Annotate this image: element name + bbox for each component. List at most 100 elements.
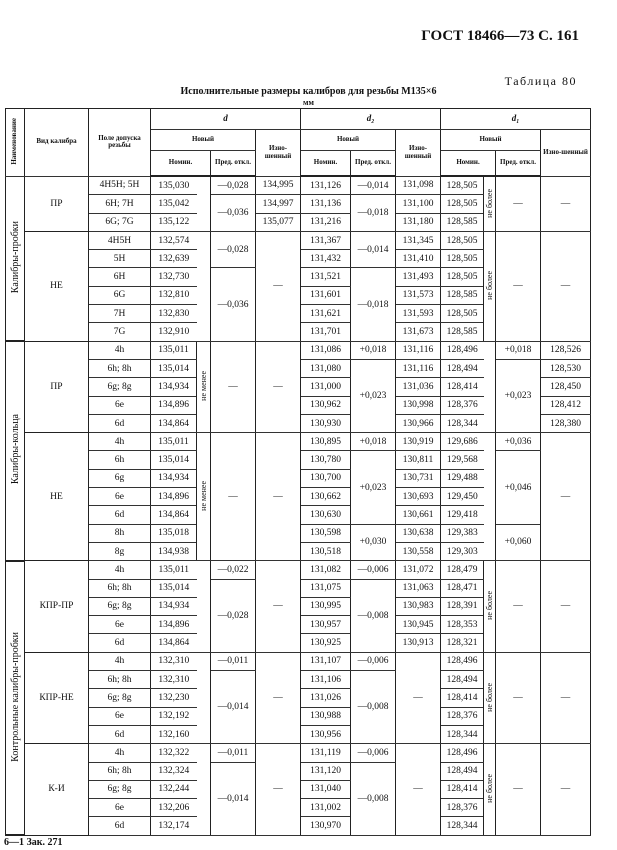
cell-d-dev: —0,014 [210,762,256,836]
table-row: 6e 134,896 130,962 130,998 128,376 128,412 [6,396,592,415]
cell-d-worn: — [255,432,301,562]
table-row: 6h; 8h 132,324 —0,014 131,120 —0,008 128,494 [6,762,591,836]
cell-d-nom: 132,910 [150,322,197,342]
cell-d2-worn: 130,983 [394,597,442,617]
cell-d1-nom: 129,568 [440,450,484,470]
cell-d2-nom: 130,662 [300,487,351,507]
table-row: 6h; 8h 135,014 131,080 +0,023 131,116 128,494… [6,359,592,434]
cell-d1-dev: +0,060 [495,524,542,562]
cell-d2-worn: 130,945 [394,615,442,635]
note-text: не менее [199,480,208,511]
cell-d2-nom: 130,598 [300,524,351,543]
cell-d1-nom: 128,414 [440,688,485,708]
cell-d2-nom: 131,002 [300,798,351,818]
cell-d1-nom: 128,496 [440,341,484,360]
cell-d1-nom: 129,686 [440,432,484,452]
cell-field: 8g [88,542,151,562]
cell-d-nom: 132,639 [150,249,197,269]
cell-d2-dev: —0,006 [350,743,396,763]
cell-d2-dev: —0,008 [350,670,396,745]
cell-d-note [196,560,211,653]
cell-field: 6g; 8g [88,377,151,397]
cell-d1-note [483,341,497,434]
cell-d1-nom: 129,450 [440,487,484,507]
cell-d2-worn: 131,063 [394,579,442,598]
cell-d1-dev: — [495,560,542,653]
table-row: 8h 135,018 130,598 +0,030 130,638 129,383 +0,0… [6,524,591,562]
cell-field: 6g; 8g [88,780,151,800]
cell-d1-worn: 128,526 [540,341,592,360]
header-name-text: Наименование [10,117,19,165]
cell-d-nom: 132,324 [150,762,197,781]
cell-d-nom: 135,014 [150,579,197,598]
cell-d-dev: —0,014 [210,670,256,745]
cell-d2-nom: 131,086 [300,341,351,360]
cell-field: 4h [88,432,151,452]
table-row: 6G; 7G 135,122 135,077 131,216 131,180 128,58… [6,213,591,232]
cell-d2-worn: 130,919 [394,432,442,452]
cell-d2-worn: 130,811 [394,450,442,470]
cell-d1-nom: 128,505 [440,194,485,214]
cell-d2-dev: +0,023 [350,450,396,525]
cell-d2-worn: 131,345 [394,231,442,251]
note-text: не более [485,591,495,620]
cell-field: 4h [88,652,151,672]
cell-d-note [196,231,211,342]
cell-d-nom: 132,244 [150,780,197,800]
cell-d1-nom: 128,344 [440,414,484,434]
cell-field: 4h [88,743,151,763]
cell-field: 8h [88,524,151,543]
cell-d1-nom: 128,505 [440,267,485,287]
cell-d-worn: 134,997 [255,194,301,214]
cell-d1-nom: 128,496 [440,743,485,763]
cell-d1-nom: 129,303 [440,542,484,562]
cell-d1-nom: 128,505 [440,249,485,269]
group-name-cell: Калибры-кольца [5,341,25,562]
gauge-kind: ПР [24,341,89,434]
cell-d1-worn: — [540,231,592,342]
cell-d-nom: 135,014 [150,450,197,470]
cell-d2-worn: 131,098 [394,176,442,196]
cell-d-nom: 134,896 [150,396,197,415]
cell-d2-nom: 131,106 [300,670,351,690]
cell-d2-nom: 131,126 [300,176,351,196]
cell-field: 6g; 8g [88,597,151,617]
cell-d-dev: —0,028 [210,231,256,269]
cell-d1-worn: — [540,176,592,232]
cell-d-nom: 134,864 [150,414,197,434]
cell-d1-worn: — [540,652,592,745]
cell-d1-note [483,432,497,562]
table-row: К-И 4h 132,322 —0,011—131,119 —0,006—128,496… [6,743,592,836]
cell-d-dev: — [210,341,256,434]
note-text: не более [485,188,495,218]
cell-field: 6h; 8h [88,579,151,598]
cell-d2-worn: 131,410 [394,249,442,269]
table-row: 7G 132,910 131,701 131,673 128,585 [6,322,591,342]
note-text: не более [485,682,495,712]
table-row: 6H 132,730 —0,036 131,521 —0,018 131,493 128,5… [6,267,591,342]
header-d1-new: Новый [440,129,542,151]
cell-d2-nom: 130,988 [300,707,351,726]
cell-d-nom: 132,730 [150,267,197,287]
cell-d2-dev: —0,018 [350,267,396,342]
page-header: ГОСТ 18466—73 С. 161 [421,28,579,44]
table-row: 6d 132,174 130,970 128,344 [6,816,591,836]
cell-d2-nom: 131,080 [300,359,351,379]
cell-field: 6g [88,469,151,489]
cell-d1-nom: 128,494 [440,670,485,690]
cell-field: 6G; 7G [88,213,151,232]
header-d1-worn: Изно-шенный [540,129,592,177]
cell-field: 6d [88,633,151,653]
cell-d1-note: не более [483,231,497,342]
table-row: 7H 132,830 131,621 131,593 128,505 [6,304,591,324]
header-d-new: Новый [150,129,256,151]
cell-field: 6G [88,286,151,306]
header-d2-dev: Пред. откл. [350,150,396,177]
cell-d2-nom: 130,925 [300,633,351,653]
header-d-worn: Изно-шенный [255,129,301,177]
cell-d2-worn: — [394,743,442,836]
table-row: 6g; 8g 132,230 131,026 128,414 [6,688,591,708]
cell-d1-nom: 128,505 [440,231,485,251]
cell-d1-dev: +0,036 [495,432,542,452]
cell-d-dev: —0,036 [210,267,256,342]
